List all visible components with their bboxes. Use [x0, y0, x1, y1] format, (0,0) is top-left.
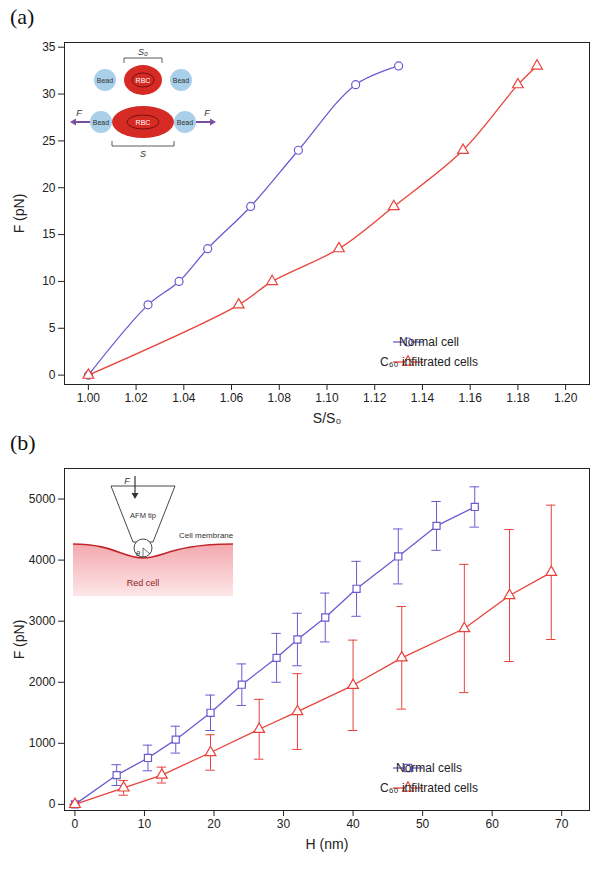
svg-text:S: S	[140, 149, 146, 159]
svg-text:Normal cell: Normal cell	[399, 335, 459, 349]
svg-text:Bead: Bead	[97, 77, 113, 84]
svg-text:60: 60	[485, 817, 499, 831]
svg-text:25: 25	[42, 134, 56, 148]
svg-text:40: 40	[346, 817, 360, 831]
svg-text:30: 30	[277, 817, 291, 831]
svg-text:0: 0	[49, 368, 56, 382]
svg-text:5000: 5000	[29, 492, 56, 506]
svg-text:5: 5	[49, 321, 56, 335]
svg-text:F: F	[204, 108, 210, 118]
svg-text:1.08: 1.08	[268, 391, 292, 405]
svg-text:C₆₀ infiltrated cells: C₆₀ infiltrated cells	[380, 781, 478, 795]
html-text:(a): (a)	[10, 4, 35, 29]
svg-text:H (nm): H (nm)	[306, 836, 349, 852]
svg-text:Bead: Bead	[177, 119, 193, 126]
svg-text:1.16: 1.16	[459, 391, 483, 405]
svg-text:70: 70	[555, 817, 569, 831]
svg-text:AFM tip: AFM tip	[130, 511, 156, 520]
svg-text:F: F	[76, 108, 82, 118]
html-text:(b): (b)	[10, 430, 36, 455]
svg-text:θ: θ	[136, 549, 141, 558]
svg-text:F (pN): F (pN)	[11, 194, 27, 234]
svg-text:F: F	[124, 476, 130, 486]
svg-text:2000: 2000	[29, 675, 56, 689]
svg-text:Cell membrane: Cell membrane	[179, 531, 234, 540]
svg-text:10: 10	[138, 817, 152, 831]
svg-text:Bead: Bead	[173, 77, 189, 84]
svg-text:RBC: RBC	[136, 77, 151, 84]
svg-text:20: 20	[42, 181, 56, 195]
svg-text:RBC: RBC	[136, 119, 151, 126]
svg-text:30: 30	[42, 87, 56, 101]
svg-text:Red cell: Red cell	[127, 578, 160, 588]
svg-text:0: 0	[49, 797, 56, 811]
svg-text:1.02: 1.02	[124, 391, 148, 405]
svg-text:3000: 3000	[29, 614, 56, 628]
svg-text:4000: 4000	[29, 553, 56, 567]
svg-text:1.04: 1.04	[172, 391, 196, 405]
svg-text:F (pN): F (pN)	[11, 620, 27, 660]
svg-text:20: 20	[207, 817, 221, 831]
svg-text:1.00: 1.00	[77, 391, 101, 405]
svg-text:10: 10	[42, 274, 56, 288]
svg-text:1.20: 1.20	[554, 391, 578, 405]
svg-text:S/S₀: S/S₀	[313, 410, 342, 426]
svg-text:Normal cells: Normal cells	[396, 761, 462, 775]
svg-text:0: 0	[72, 817, 79, 831]
svg-text:50: 50	[416, 817, 430, 831]
svg-text:Bead: Bead	[93, 119, 109, 126]
svg-text:1.06: 1.06	[220, 391, 244, 405]
svg-text:C₆₀ infiltrated cells: C₆₀ infiltrated cells	[380, 355, 478, 369]
svg-text:1.14: 1.14	[411, 391, 435, 405]
svg-text:S₀: S₀	[138, 47, 148, 57]
svg-text:1000: 1000	[29, 736, 56, 750]
svg-text:1.18: 1.18	[506, 391, 530, 405]
svg-text:35: 35	[42, 40, 56, 54]
svg-text:1.10: 1.10	[315, 391, 339, 405]
svg-text:1.12: 1.12	[363, 391, 387, 405]
svg-text:15: 15	[42, 227, 56, 241]
